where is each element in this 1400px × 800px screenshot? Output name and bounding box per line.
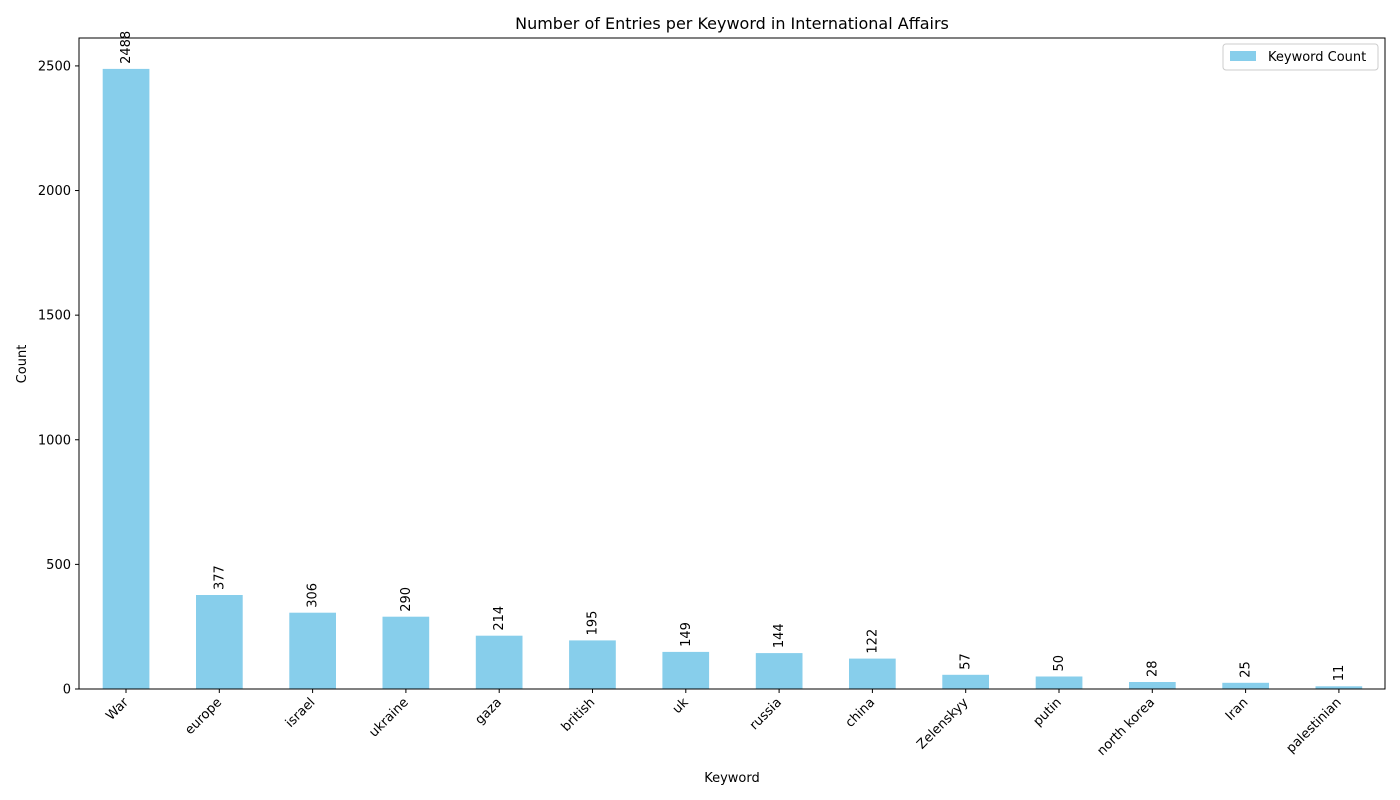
y-tick-label: 2500 xyxy=(38,59,71,74)
bar-value-label: 57 xyxy=(959,653,974,670)
y-tick-label: 1500 xyxy=(38,309,71,324)
bar-value-label: 2488 xyxy=(119,31,134,64)
x-tick-label-gaza: gaza xyxy=(472,695,505,728)
x-tick-label-iran: Iran xyxy=(1223,695,1252,724)
bar-zelenskyy xyxy=(942,674,989,689)
bar-israel xyxy=(289,612,336,689)
bar-value-label: 195 xyxy=(586,611,601,636)
bar-war xyxy=(102,68,150,689)
bar-putin xyxy=(1035,676,1083,689)
x-tick-label-north-korea: north korea xyxy=(1094,695,1158,759)
plot-frame xyxy=(78,37,1386,690)
bar-value-label: 149 xyxy=(679,622,694,647)
bar-palestinian xyxy=(1315,686,1363,689)
x-tick-label-russia: russia xyxy=(747,695,785,733)
bar-value-label: 306 xyxy=(306,583,321,608)
bar-uk xyxy=(662,651,710,689)
x-tick-label-zelenskyy: Zelenskyy xyxy=(914,695,971,752)
legend-label: Keyword Count xyxy=(1268,50,1366,65)
bar-labels-group: 2488 377 306 290 214 195 149 144 122 57 50 28 25 11 xyxy=(119,31,1347,681)
bar-ukraine xyxy=(382,616,430,689)
bar-value-label: 290 xyxy=(399,587,414,612)
bar-value-label: 25 xyxy=(1239,661,1254,678)
x-tick-label-palestinian: palestinian xyxy=(1284,695,1345,756)
x-tick-label-europe: europe xyxy=(182,695,225,738)
y-tick-label: 500 xyxy=(46,558,71,573)
bar-russia xyxy=(755,653,803,689)
y-tick-label: 1000 xyxy=(38,433,71,448)
bar-value-label: 50 xyxy=(1052,655,1067,672)
bar-iran xyxy=(1222,682,1269,689)
legend-swatch xyxy=(1230,51,1256,61)
y-axis-label: Count xyxy=(15,345,30,384)
x-tick-label-china: china xyxy=(843,695,879,731)
bar-north-korea xyxy=(1129,682,1176,689)
x-tick-label-ukraine: ukraine xyxy=(367,695,412,740)
bar-value-label: 28 xyxy=(1145,660,1160,677)
legend-box xyxy=(1222,43,1379,71)
bar-value-label: 122 xyxy=(865,629,880,654)
x-tick-label-war: War xyxy=(103,695,132,724)
bars-group xyxy=(102,68,1363,689)
x-axis-label: Keyword xyxy=(704,771,760,786)
bar-value-label: 11 xyxy=(1332,665,1347,682)
bar-gaza xyxy=(475,635,523,689)
x-tick-label-israel: israel xyxy=(283,695,319,731)
x-axis: War europe israel ukraine gaza british uk russi… xyxy=(103,689,1345,759)
x-tick-label-british: british xyxy=(559,695,599,735)
bar-value-label: 377 xyxy=(212,565,227,590)
y-tick-label: 0 xyxy=(63,683,71,698)
chart-title: Number of Entries per Keyword in Interna… xyxy=(515,14,949,33)
x-tick-label-putin: putin xyxy=(1031,695,1065,729)
bar-china xyxy=(849,658,896,689)
bar-value-label: 144 xyxy=(772,623,787,648)
bar-value-label: 214 xyxy=(492,606,507,631)
y-axis: 0 500 1000 1500 2000 2500 xyxy=(38,59,79,698)
bar-british xyxy=(569,640,616,689)
y-tick-label: 2000 xyxy=(38,184,71,199)
bar-europe xyxy=(196,595,243,689)
legend: Keyword Count xyxy=(1222,43,1379,71)
x-tick-label-uk: uk xyxy=(670,695,692,717)
